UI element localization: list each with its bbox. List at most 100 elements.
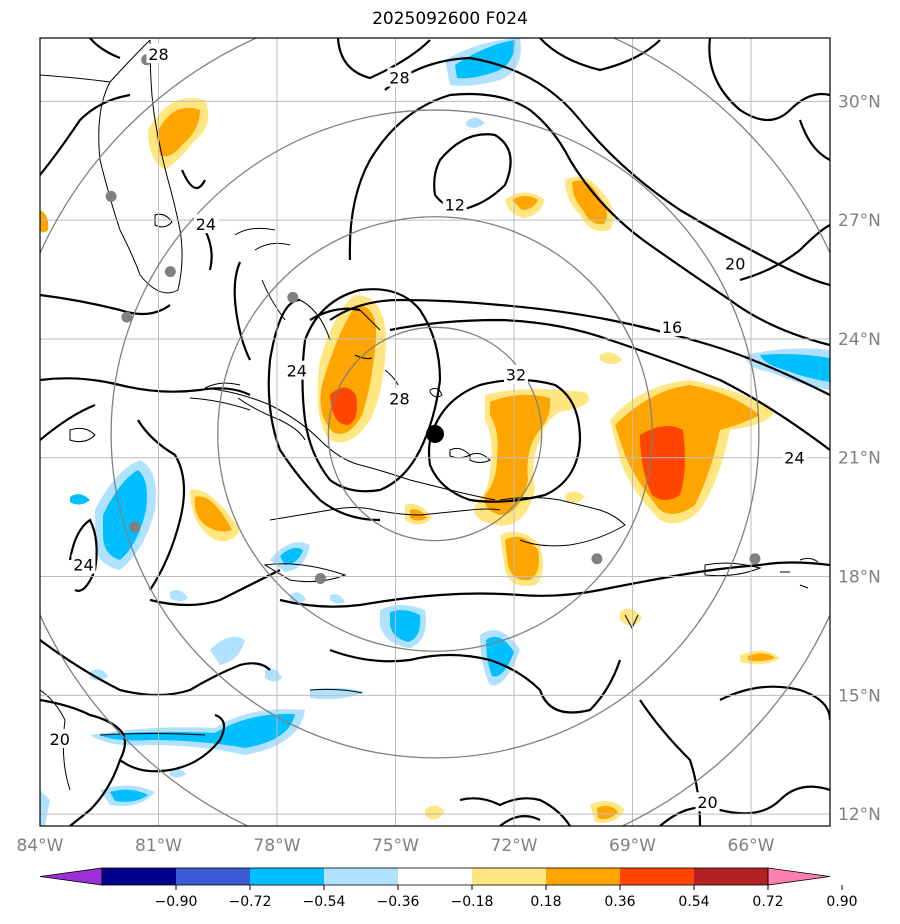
- lat-tick-label: 27°N: [838, 211, 881, 231]
- storm-center-marker: [426, 424, 444, 443]
- contour-label: 28: [389, 69, 409, 88]
- lon-tick-label: 72°W: [491, 836, 538, 856]
- contour-labels: 28 28 12 20 16 24 24 28 32 24 24 20 20: [47, 43, 807, 812]
- contour-label-bg: [695, 792, 720, 812]
- colorbar-segment: [472, 868, 546, 885]
- lon-tick-label: 69°W: [609, 836, 656, 856]
- colorbar-tick-label: 0.90: [826, 894, 857, 910]
- contour-label: 32: [506, 366, 526, 385]
- colorbar-extend-high: [767, 867, 831, 886]
- longitude-labels: 84°W 81°W 78°W 75°W 72°W 69°W 66°W: [17, 836, 775, 856]
- latitude-labels: 30°N 27°N 24°N 21°N 18°N 15°N 12°N: [838, 92, 881, 825]
- lat-tick-label: 12°N: [838, 805, 881, 825]
- contour-label: 20: [697, 793, 717, 812]
- contour-label-bg: [782, 447, 807, 467]
- contour-label-bg: [47, 728, 72, 748]
- contour-label-bg: [146, 43, 171, 63]
- contour-label: 20: [50, 730, 70, 749]
- contour-label: 24: [196, 215, 216, 234]
- contour-label-bg: [442, 194, 467, 214]
- colorbar-segment: [102, 868, 176, 885]
- colorbar-tick-label: −0.54: [303, 894, 346, 910]
- range-ring: [217, 216, 653, 652]
- station-dot: [105, 190, 117, 202]
- contour-28-north: [89, 38, 121, 60]
- lon-tick-label: 78°W: [254, 836, 301, 856]
- contours: [40, 38, 830, 826]
- colorbar-extend-low: [39, 867, 103, 886]
- contour-label: 24: [287, 362, 307, 381]
- coast-cuba-south: [269, 507, 501, 521]
- lon-tick-label: 66°W: [728, 836, 775, 856]
- map-frame: [39, 37, 831, 827]
- colorbar-tick-label: −0.72: [229, 894, 272, 910]
- range-rings: [40, 38, 830, 826]
- lon-tick-label: 84°W: [17, 836, 64, 856]
- contour-label-bg: [71, 554, 96, 574]
- lat-tick-label: 18°N: [838, 568, 881, 588]
- colorbar-segment: [546, 868, 620, 885]
- station-dot: [749, 553, 761, 565]
- contour-label-bg: [284, 360, 309, 380]
- contour-label: 12: [445, 195, 465, 214]
- contour-label: 28: [389, 389, 409, 408]
- lat-tick-label: 15°N: [838, 686, 881, 706]
- contour-20: [384, 56, 830, 287]
- station-dot: [129, 521, 141, 533]
- lat-tick-label: 21°N: [838, 449, 881, 469]
- contour-label: 24: [73, 556, 93, 575]
- contour-16b: [329, 298, 830, 396]
- coast-us-southeast: [40, 39, 183, 294]
- map-plot-area: 28 28 12 20 16 24 24 28 32 24 24 20 20: [40, 38, 830, 826]
- contour-label: 16: [662, 318, 682, 337]
- colorbar-tick-label: −0.36: [377, 894, 420, 910]
- coast-hispaniola: [499, 497, 626, 547]
- contour-24-main: [267, 298, 381, 522]
- lon-tick-label: 75°W: [372, 836, 419, 856]
- contour-label: 20: [725, 255, 745, 274]
- coast-jamaica: [263, 563, 347, 583]
- colorbar-segment: [694, 868, 768, 885]
- colorbar-segment: [398, 868, 472, 885]
- colorbar-segment: [250, 868, 324, 885]
- colorbar-tick-label: 0.54: [678, 894, 709, 910]
- contour-24-sw: [68, 518, 98, 592]
- lat-tick-label: 30°N: [838, 92, 881, 112]
- station-dot: [164, 266, 176, 278]
- lat-tick-label: 24°N: [838, 330, 881, 350]
- colorbar-tick-label: −0.90: [155, 894, 198, 910]
- colorbar-segment: [620, 868, 694, 885]
- contour-label-bg: [723, 253, 748, 273]
- contour-label: 24: [784, 449, 804, 468]
- coast-puerto-rico: [704, 562, 762, 577]
- station-dot: [287, 291, 299, 303]
- contour-24-west: [40, 377, 251, 396]
- contour-label-bg: [660, 317, 684, 337]
- colorbar: −0.90 −0.72 −0.54 −0.36 −0.18 0.18 0.36 0.54 0.7…: [39, 867, 858, 910]
- coastlines: [40, 39, 819, 791]
- contour-label: 28: [148, 45, 168, 64]
- contour-label-bg: [193, 214, 218, 234]
- colorbar-outline: [101, 867, 769, 886]
- station-dot: [314, 573, 326, 585]
- gridlines: [40, 38, 830, 826]
- contour-label-bg: [387, 67, 412, 87]
- colorbar-segment: [324, 868, 398, 885]
- contour-24-east: [389, 318, 830, 451]
- colorbar-tick-label: −0.18: [451, 894, 494, 910]
- station-dot: [121, 311, 133, 323]
- contour-32: [427, 378, 582, 503]
- colorbar-tick-label: 0.72: [752, 894, 783, 910]
- station-dot: [591, 553, 603, 565]
- colorbar-tick-label: 0.36: [604, 894, 635, 910]
- chart-title: 2025092600 F024: [372, 9, 528, 29]
- lon-tick-label: 81°W: [135, 836, 182, 856]
- contour-label-bg: [503, 364, 528, 384]
- negative-shading: [40, 38, 830, 826]
- range-ring: [110, 109, 760, 759]
- contour-label-bg: [387, 388, 412, 408]
- range-ring: [327, 326, 543, 542]
- colorbar-tick-label: 0.18: [530, 894, 561, 910]
- contour-28: [301, 288, 442, 493]
